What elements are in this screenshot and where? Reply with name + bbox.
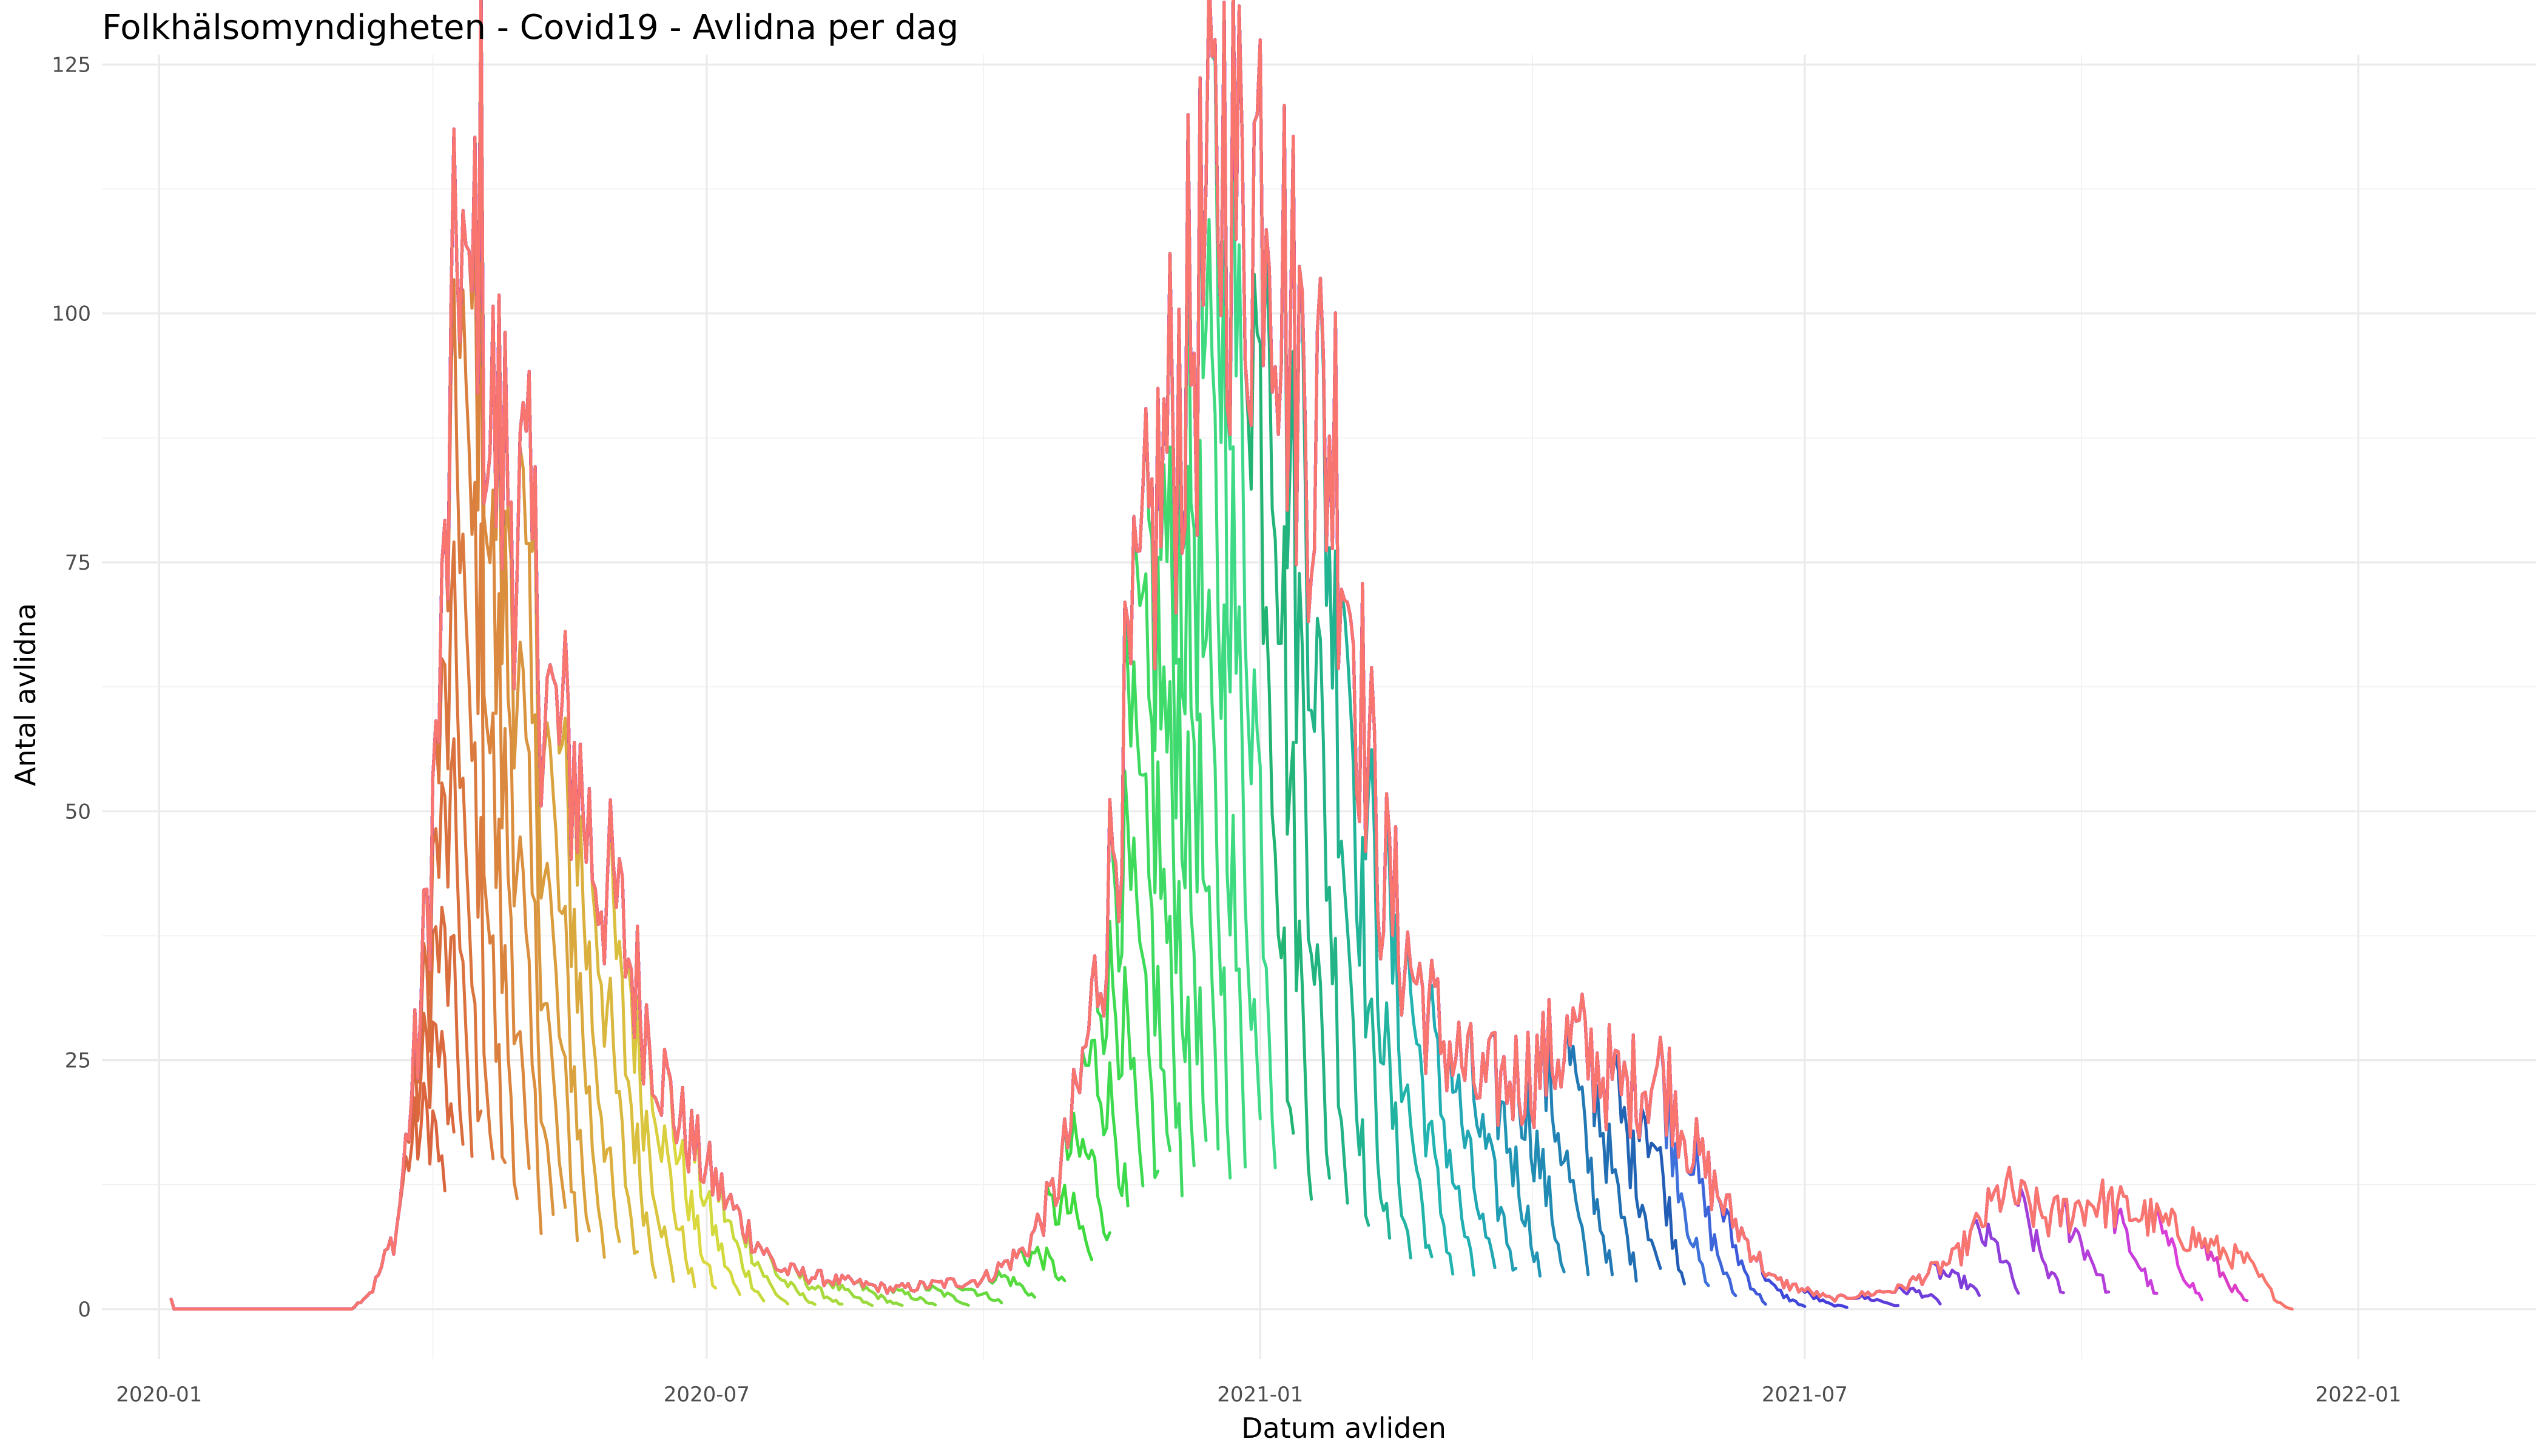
series-line-2020-09-26 — [169, 0, 970, 1311]
y-tick-label: 25 — [65, 1049, 91, 1073]
series-line-2021-12-10 — [169, 0, 2294, 1311]
series-line-2021-05-22 — [169, 0, 1686, 1311]
chart-title: Folkhälsomyndigheten - Covid19 - Avlidna… — [102, 8, 959, 47]
series-line-2020-04-05 — [169, 1082, 447, 1311]
series-line-2021-04-04 — [169, 0, 1542, 1311]
series-line-2021-10-10 — [169, 0, 2111, 1311]
y-tick-labels: 0 25 50 75 100 125 — [52, 53, 91, 1322]
series-line-2020-12-27 — [169, 0, 1247, 1311]
x-tick-label: 2020-07 — [664, 1383, 750, 1407]
series-line-2021-05-06 — [169, 0, 1638, 1311]
x-axis-label: Datum avliden — [1241, 1412, 1446, 1444]
series-line-2020-11-18 — [169, 0, 1130, 1311]
series-line-2020-12-14 — [169, 0, 1208, 1311]
series-line-2020-05-07 — [169, 0, 543, 1311]
series-line-2020-04-14 — [169, 737, 474, 1311]
series-line-2020-10-18 — [169, 0, 1036, 1311]
x-tick-label: 2021-01 — [1217, 1383, 1303, 1407]
series-line-2021-01-30 — [169, 0, 1349, 1311]
x-tick-label: 2020-01 — [116, 1383, 202, 1407]
series-line-2021-01-06 — [169, 0, 1277, 1311]
y-tick-label: 0 — [78, 1298, 91, 1322]
series-lines — [169, 0, 2294, 1311]
y-tick-label: 50 — [65, 800, 91, 824]
y-tick-label: 125 — [52, 53, 91, 77]
y-tick-label: 100 — [52, 302, 91, 326]
series-line-2021-08-01 — [169, 0, 1900, 1311]
series-line-2021-05-14 — [169, 0, 1662, 1311]
x-tick-labels: 2020-01 2020-07 2021-01 2021-07 2022-01 — [116, 1383, 2401, 1407]
series-line-2020-04-17 — [169, 540, 483, 1311]
series-line-2021-03-13 — [169, 0, 1475, 1311]
series-line-2021-03-27 — [169, 0, 1518, 1311]
series-line-2020-09-15 — [169, 0, 937, 1311]
series-line-2020-12-06 — [169, 0, 1184, 1311]
series-line-2021-08-28 — [169, 0, 1981, 1311]
series-line-2020-04-08 — [169, 1011, 456, 1311]
series-line-2020-08-06 — [169, 0, 817, 1311]
y-tick-label: 75 — [65, 551, 91, 575]
series-line-2020-10-07 — [169, 0, 1003, 1311]
series-line-2020-10-28 — [169, 0, 1067, 1311]
series-line-2020-11-28 — [169, 0, 1160, 1311]
series-line-2020-07-04 — [169, 0, 718, 1311]
series-line-2020-12-18 — [169, 0, 1220, 1311]
series-line-2020-04-29 — [169, 127, 519, 1311]
series-line-2020-06-02 — [169, 0, 621, 1311]
series-line-2021-01-18 — [169, 0, 1313, 1311]
series-line-2021-01-01 — [169, 0, 1262, 1311]
series-line-2020-11-23 — [169, 0, 1145, 1311]
x-tick-label: 2021-07 — [1762, 1383, 1848, 1407]
y-axis-label: Antal avlidna — [9, 603, 42, 786]
series-line-2021-05-30 — [169, 0, 1710, 1311]
series-line-2020-12-02 — [169, 0, 1171, 1311]
x-tick-label: 2022-01 — [2315, 1383, 2401, 1407]
